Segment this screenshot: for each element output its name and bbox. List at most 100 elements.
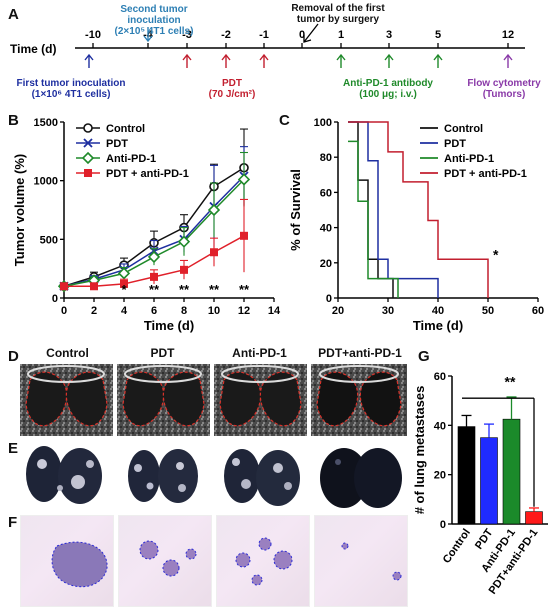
- ct-images: [20, 364, 407, 436]
- b-significance: *: [121, 282, 127, 297]
- timeline-tick-label: 12: [502, 29, 514, 41]
- panel-letter-b: B: [8, 112, 19, 129]
- lung-photos: [26, 446, 402, 508]
- g-y-tick-label: 40: [434, 420, 446, 432]
- lung-photo-combo: [320, 448, 402, 508]
- timeline-tick-label: -2: [221, 29, 231, 41]
- ct-image-control: [20, 364, 113, 436]
- b-significance: **: [209, 282, 220, 297]
- b-point: [207, 203, 221, 217]
- first-inoculation-cells: (1×10⁶ 4T1 cells): [31, 89, 111, 100]
- b-point: [177, 235, 191, 248]
- panel-letter-g: G: [418, 348, 430, 365]
- ct-image-row: Control PDT Anti-PD-1 PDT+anti-PD-1: [20, 346, 410, 438]
- g-bar: [480, 437, 498, 525]
- b-legend-label: Control: [106, 123, 145, 135]
- lung-photo-anti-pd1: [224, 449, 300, 506]
- b-legend-label: PDT: [106, 138, 128, 150]
- timeline-tick-label: -10: [85, 29, 101, 41]
- arrow-pdt-1-head: [182, 53, 192, 61]
- timeline-tick-label: 5: [435, 29, 441, 41]
- timeline-tick-label: 3: [386, 29, 392, 41]
- arrow-antibody-1-head: [336, 53, 346, 61]
- pdt-label: PDT: [222, 78, 242, 89]
- ct-image-pdt: [117, 364, 210, 436]
- c-y-tick-label: 0: [326, 293, 332, 305]
- g-category-label: Control: [441, 527, 473, 566]
- b-x-tick-label: 4: [121, 305, 128, 317]
- c-y-label: % of Survival: [288, 169, 303, 251]
- ct-label-pdt: PDT: [150, 346, 175, 360]
- ct-image-combo: [311, 364, 407, 436]
- c-x-tick-label: 40: [432, 305, 444, 317]
- g-y-label: # of lung metastases: [412, 386, 427, 515]
- g-y-tick-label: 20: [434, 470, 446, 482]
- b-x-label: Time (d): [144, 318, 194, 333]
- g-y-tick-label: 60: [434, 371, 446, 383]
- ct-label-combo: PDT+anti-PD-1: [318, 346, 402, 360]
- b-point: [210, 248, 218, 257]
- histology-control: [20, 515, 114, 607]
- b-point: [120, 279, 128, 288]
- c-y-tick-label: 20: [320, 258, 332, 270]
- b-legend-marker: [84, 169, 92, 177]
- timeline-flow: Flow cytometry (Tumors): [460, 78, 548, 100]
- antibody-label: Anti-PD-1 antibody: [343, 78, 433, 89]
- b-x-tick-label: 6: [151, 305, 157, 317]
- timeline-pdt: PDT (70 J/cm²): [182, 78, 282, 100]
- arrow-pdt-3-head: [259, 53, 269, 61]
- arrow-antibody-2-head: [384, 53, 394, 61]
- arrow-antibody-3-head: [433, 53, 443, 61]
- panel-letter-f: F: [8, 514, 18, 531]
- b-significance: **: [239, 282, 250, 297]
- b-point: [60, 282, 68, 291]
- b-x-tick-label: 10: [208, 305, 220, 317]
- timeline-axis-label: Time (d): [10, 42, 56, 56]
- b-legend-marker: [81, 151, 95, 165]
- c-legend-label: PDT: [444, 138, 466, 150]
- histology-anti-pd1: [216, 515, 310, 607]
- timeline-tick-label: -3: [182, 29, 192, 41]
- histology-pdt: [118, 515, 212, 607]
- b-legend-label: Anti-PD-1: [106, 153, 156, 165]
- c-significance: *: [493, 246, 499, 262]
- ct-label-anti-pd1: Anti-PD-1: [232, 346, 287, 360]
- b-point: [150, 272, 158, 281]
- pdt-dose: (70 J/cm²): [208, 89, 256, 100]
- b-x-tick-label: 14: [268, 305, 281, 317]
- timeline-antibody: Anti-PD-1 antibody (100 μg; i.v.): [329, 78, 447, 100]
- timeline-tick-label: 0: [299, 29, 305, 41]
- tumor-volume-chart: 0 500 1000 1500 0 2 4 6 8 10 12 14 Time (d) Tumor vol…: [12, 117, 281, 333]
- b-point: [147, 250, 161, 264]
- panel-letter-e: E: [8, 440, 19, 457]
- antibody-dose: (100 μg; i.v.): [359, 89, 417, 100]
- b-legend-label: PDT + anti-PD-1: [106, 168, 189, 180]
- second-inoculation-cells: (2×10⁵ 4T1 cells): [114, 26, 194, 37]
- c-x-tick-label: 20: [332, 305, 344, 317]
- b-point: [237, 173, 251, 186]
- b-point: [117, 267, 131, 280]
- g-significance: **: [505, 373, 516, 389]
- c-legend-label: Control: [444, 123, 483, 135]
- arrow-removal: [303, 23, 319, 43]
- b-legend-marker: [83, 138, 93, 148]
- timeline-arrows: [84, 23, 513, 68]
- b-significance: **: [149, 282, 160, 297]
- b-point: [90, 282, 98, 291]
- b-y-tick-label: 500: [40, 234, 58, 246]
- c-y-tick-label: 60: [320, 187, 332, 199]
- removal-line1: Removal of the first: [291, 3, 385, 14]
- c-y-tick-label: 40: [320, 223, 332, 235]
- g-bar: [457, 426, 476, 525]
- b-significance: **: [179, 282, 190, 297]
- c-survival-curve: [348, 140, 399, 298]
- b-legend-marker: [83, 123, 93, 133]
- flow-label: Flow cytometry: [467, 78, 541, 89]
- histology-combo: [314, 515, 408, 607]
- timeline-second-inoculation: Second tumor inoculation (2×10⁵ 4T1 cell…: [94, 4, 214, 37]
- arrow-second-inoculation-head: [143, 35, 153, 43]
- panel-letter-c: C: [279, 112, 290, 129]
